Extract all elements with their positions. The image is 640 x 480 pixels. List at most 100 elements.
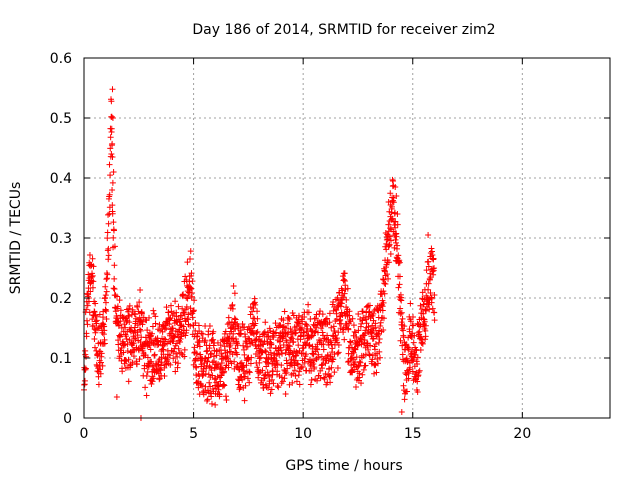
data-point <box>150 340 157 347</box>
data-point <box>296 368 303 375</box>
data-point <box>396 281 403 288</box>
data-point <box>109 115 116 121</box>
data-point <box>99 362 106 369</box>
data-point <box>328 364 335 371</box>
data-point <box>305 334 312 341</box>
data-point <box>394 242 401 249</box>
data-point <box>181 310 188 317</box>
data-point <box>340 294 347 301</box>
data-point <box>282 391 289 397</box>
data-point <box>183 303 190 310</box>
x-axis-label: GPS time / hours <box>285 458 402 474</box>
data-point <box>247 311 254 318</box>
data-point <box>89 255 96 262</box>
data-point <box>246 368 253 375</box>
data-point <box>244 343 251 350</box>
data-point <box>160 346 167 353</box>
data-point <box>254 308 261 315</box>
data-point <box>430 255 437 262</box>
data-point <box>382 280 389 287</box>
data-point <box>303 351 310 358</box>
data-point <box>381 290 388 297</box>
data-point <box>199 331 206 338</box>
data-point <box>222 328 229 335</box>
data-point <box>182 332 189 339</box>
data-point <box>179 305 186 312</box>
data-point <box>309 332 316 339</box>
axis-tick-labels: 0 5 10 15 20 0 0.1 0.2 0.3 0.4 0.5 0.6 <box>50 51 532 442</box>
data-point <box>348 344 355 351</box>
data-point <box>132 311 139 318</box>
data-point <box>111 275 118 282</box>
data-point <box>286 316 293 323</box>
data-point <box>183 327 190 334</box>
data-point <box>213 379 220 386</box>
data-point <box>398 319 405 326</box>
data-point <box>108 98 115 105</box>
data-point <box>366 308 373 315</box>
data-point <box>117 307 124 314</box>
data-point <box>394 211 401 217</box>
data-point <box>320 346 327 353</box>
data-point <box>196 343 203 350</box>
data-point <box>107 134 114 141</box>
data-point <box>295 361 302 368</box>
data-point <box>143 392 150 399</box>
data-point <box>422 322 429 329</box>
data-point <box>89 272 96 279</box>
data-point <box>86 298 93 305</box>
data-point <box>385 199 392 205</box>
data-point <box>252 301 259 308</box>
data-point <box>344 358 351 365</box>
data-point <box>103 308 110 315</box>
data-point <box>299 363 306 370</box>
data-point <box>385 221 392 228</box>
data-point <box>260 341 267 348</box>
data-point <box>224 355 231 362</box>
data-point <box>401 396 408 403</box>
data-point <box>326 310 333 317</box>
data-point <box>392 218 399 225</box>
data-point <box>157 362 164 369</box>
data-point <box>244 355 251 362</box>
data-point <box>101 340 108 347</box>
data-point <box>403 341 410 348</box>
y-tick-label: 0.2 <box>50 291 72 307</box>
data-point <box>332 332 339 339</box>
data-point <box>109 154 116 160</box>
data-point <box>330 356 337 363</box>
data-point <box>202 370 209 377</box>
data-point <box>212 401 219 408</box>
data-point <box>191 297 198 304</box>
x-tick-label: 5 <box>189 426 198 442</box>
data-point <box>383 236 390 243</box>
data-point <box>367 342 374 349</box>
data-point <box>395 284 402 291</box>
data-point <box>409 368 416 375</box>
data-point <box>363 320 370 327</box>
data-point <box>101 327 108 334</box>
data-point <box>162 336 169 343</box>
data-point <box>255 343 262 350</box>
data-point <box>204 358 211 365</box>
data-point <box>112 308 119 315</box>
data-point <box>263 384 270 391</box>
data-point <box>137 339 144 346</box>
data-point <box>126 312 133 319</box>
data-point <box>387 251 394 258</box>
data-point <box>422 306 429 313</box>
data-point <box>407 364 414 371</box>
data-point <box>149 323 156 330</box>
data-point <box>344 285 351 292</box>
data-point <box>397 305 404 312</box>
data-point <box>109 187 116 193</box>
data-point <box>382 272 389 279</box>
data-point <box>125 356 132 363</box>
data-point <box>405 344 412 351</box>
data-point <box>169 325 176 332</box>
data-point <box>345 326 352 333</box>
data-point <box>377 354 384 361</box>
data-point <box>187 322 194 329</box>
data-point <box>292 357 299 364</box>
data-point <box>261 328 268 335</box>
